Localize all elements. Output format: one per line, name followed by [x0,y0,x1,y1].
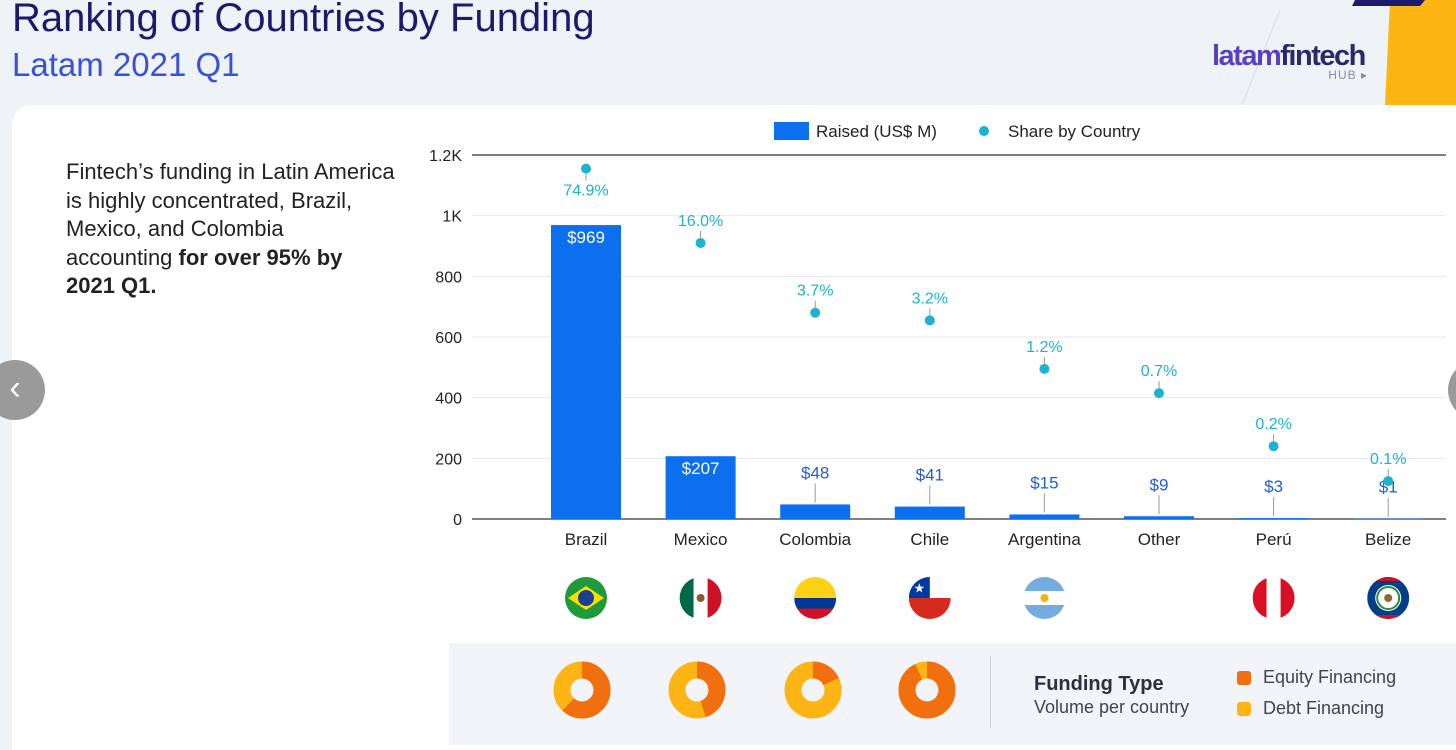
page-subtitle: Latam 2021 Q1 [12,46,240,83]
header: Ranking of Countries by Funding Latam 20… [0,0,1456,105]
legend-label: Debt Financing [1263,698,1385,718]
brazil-flag-icon [565,577,607,619]
content-card [12,105,1456,750]
legend-point-swatch [979,126,989,136]
donut-chart-colombia [784,661,842,719]
bar [551,225,621,519]
bar-value-label: $3 [1264,477,1283,496]
bar-value-label: $969 [567,228,605,247]
svg-text:★: ★ [913,582,925,597]
share-label: 3.7% [797,283,833,300]
belize-flag-icon [1367,577,1410,619]
bar [1009,514,1080,519]
donut-equity-segment [668,661,726,719]
carousel-prev-button[interactable]: ‹ [0,360,45,420]
bar [665,456,736,519]
share-label: 16.0% [678,213,723,230]
bar [780,504,851,519]
share-point [581,163,591,174]
x-tick-label: Brazil [565,530,608,549]
share-point [695,237,706,248]
decorative-corner-shape [1241,0,1456,105]
description-regular: Fintech’s funding in Latin America is hi… [66,159,395,270]
mexico-flag-icon [679,577,722,619]
bar [1238,518,1309,519]
donut-chart-brazil [553,661,611,719]
y-tick-label: 800 [435,269,462,286]
y-tick-label: 1.2K [429,148,462,165]
debt-swatch [1237,702,1251,716]
share-label: 0.2% [1255,416,1291,433]
share-point [1383,476,1394,487]
x-tick-label: Mexico [674,530,728,549]
share-point [810,307,821,318]
funding-type-subtitle: Volume per country [1034,697,1190,717]
logo: latamfintech HUB ▸ [1212,40,1372,85]
logo-wordmark: latamfintech [1212,40,1366,72]
y-tick-label: 0 [453,512,462,529]
carousel-next-button[interactable] [1448,360,1456,420]
share-label: 0.7% [1141,363,1177,380]
bar-value-label: $207 [682,459,720,478]
page-title: Ranking of Countries by Funding [12,0,595,40]
donut-equity-segment [553,661,611,719]
share-point [1154,388,1164,399]
bar-value-label: $41 [916,466,944,485]
y-tick-label: 200 [435,451,462,468]
legend-bar-swatch [774,122,809,140]
share-label: 3.2% [912,290,948,307]
legend-bar-label: Raised (US$ M) [816,122,937,141]
donut-chart-chile [898,661,956,719]
x-tick-label: Belize [1365,530,1411,549]
panel-divider [990,656,991,728]
description-bold: for over 95% by 2021 Q1. [66,244,343,299]
bar [1124,516,1194,519]
share-label: 74.9% [563,183,608,200]
funding-type-title: Funding Type [1034,673,1164,695]
chevron-left-icon: ‹ [9,369,21,407]
legend-label: Equity Financing [1263,667,1397,687]
share-point [1039,363,1050,374]
x-tick-label: Chile [910,530,949,549]
donut-equity-segment [898,661,956,719]
bar [1353,518,1424,520]
donut-chart-mexico [668,661,726,719]
bar-value-label: $48 [801,463,829,482]
x-tick-label: Other [1138,530,1181,549]
y-tick-label: 1K [442,209,462,226]
x-tick-label: Argentina [1008,530,1081,549]
peru-flag-icon [1252,577,1295,619]
bar [894,506,965,519]
chile-flag-icon: ★ [908,577,951,619]
share-point [924,315,935,326]
x-tick-label: Perú [1256,530,1292,549]
x-tick-label: Colombia [779,530,851,549]
description-text: Fintech’s funding in Latin America is hi… [66,158,396,301]
logo-sub: HUB ▸ [1328,68,1368,82]
colombia-flag-icon [794,577,837,619]
y-tick-label: 600 [435,330,462,347]
funding-type-panel: Funding Type Volume per country Equity F… [449,643,1456,745]
donut-equity-segment [784,661,842,719]
funding-chart: 0 200 400 600 800 1K 1.2K Raised (US$ M) Share b… [429,122,1446,619]
y-tick-label: 400 [435,391,462,408]
bar-value-label: $9 [1150,475,1169,494]
share-label: 1.2% [1026,339,1062,356]
share-label: 0.1% [1370,451,1406,468]
share-point [1268,441,1279,452]
equity-swatch [1237,671,1251,685]
argentina-flag-icon [1023,577,1066,619]
bar-value-label: $15 [1030,473,1058,492]
legend-point-label: Share by Country [1008,122,1141,141]
